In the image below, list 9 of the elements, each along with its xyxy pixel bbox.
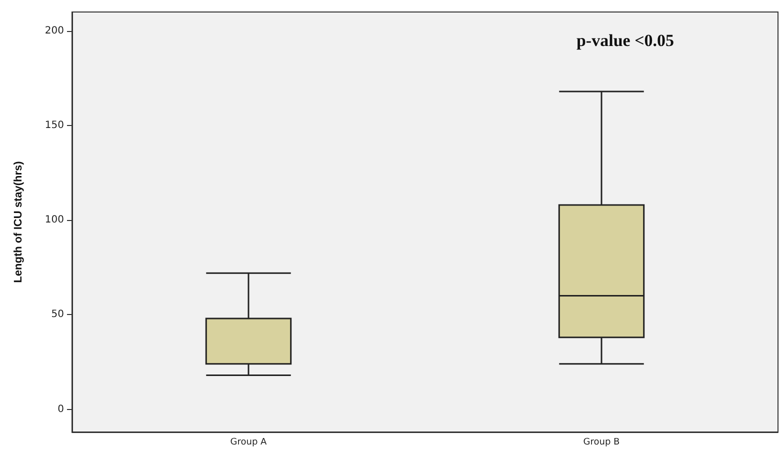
x-tick-label: Group B <box>583 438 620 448</box>
x-tick-label: Group A <box>230 438 268 448</box>
y-axis-title: Length of ICU stay(hrs) <box>12 160 24 283</box>
y-tick-label: 150 <box>44 120 64 132</box>
y-tick-label: 100 <box>44 214 64 226</box>
y-tick-label: 200 <box>44 25 64 36</box>
y-tick-label: 0 <box>58 404 64 415</box>
annotation: p-value <0.05 <box>576 31 674 50</box>
y-tick-label: 50 <box>51 309 64 320</box>
